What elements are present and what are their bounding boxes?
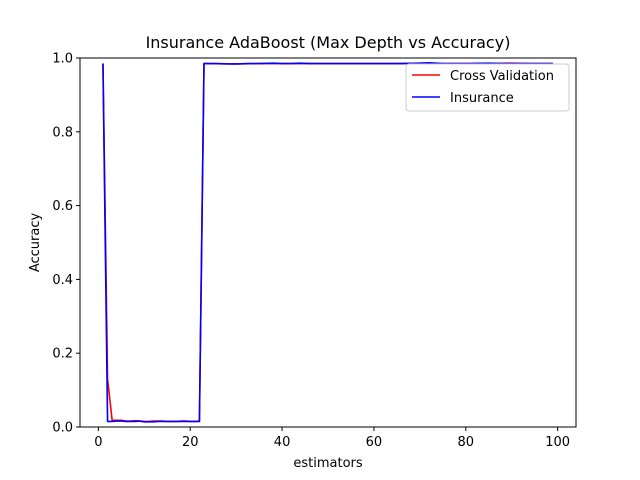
legend-label-cross-validation: Cross Validation	[450, 69, 554, 84]
y-tick-label: 1.0	[52, 52, 73, 67]
x-tick-label: 0	[94, 435, 102, 450]
y-tick-label: 0.2	[52, 347, 73, 362]
plot-frame	[79, 57, 577, 428]
x-tick-label: 40	[274, 435, 291, 450]
legend-box	[405, 63, 570, 112]
legend-label-insurance: Insurance	[450, 91, 514, 106]
y-tick-label: 0.6	[52, 199, 73, 214]
x-axis-ticks: 0 20 40 60 80 100	[94, 427, 570, 450]
x-tick-label: 80	[458, 435, 475, 450]
legend: Cross Validation Insurance	[405, 63, 570, 112]
y-axis-ticks: 0.0 0.2 0.4 0.6 0.8 1.0	[52, 52, 80, 436]
y-axis-label: Accuracy	[28, 213, 43, 273]
plot-area	[79, 57, 577, 428]
x-tick-label: 60	[366, 435, 383, 450]
x-tick-label: 20	[182, 435, 199, 450]
y-tick-label: 0.4	[52, 273, 73, 288]
x-axis-label: estimators	[293, 456, 363, 471]
y-tick-label: 0.0	[52, 421, 73, 436]
series-group	[102, 61, 554, 423]
chart-title: Insurance AdaBoost (Max Depth vs Accurac…	[146, 33, 511, 52]
series-line-insurance	[102, 61, 554, 423]
series-line-cross-validation	[102, 62, 554, 423]
x-tick-label: 100	[545, 435, 570, 450]
y-tick-label: 0.8	[52, 125, 73, 140]
